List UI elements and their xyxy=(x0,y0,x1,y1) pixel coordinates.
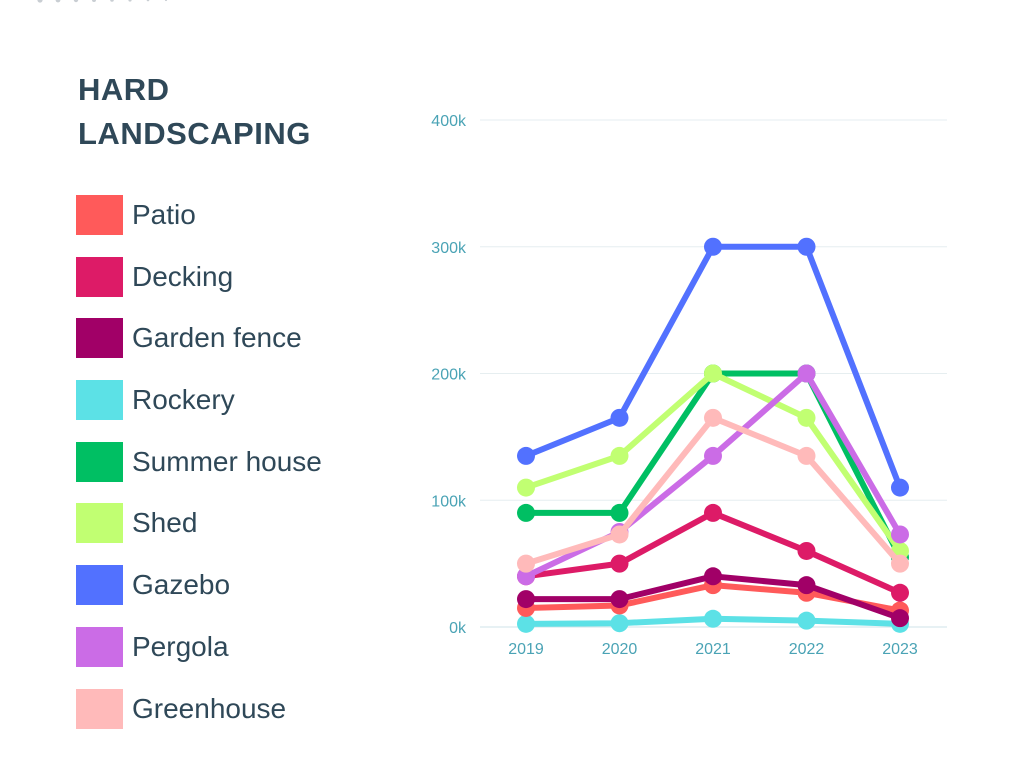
legend-swatch xyxy=(76,503,123,544)
data-point xyxy=(891,525,909,544)
legend-item: Decking xyxy=(76,256,322,297)
legend-label: Garden fence xyxy=(132,322,302,354)
decorative-dots-bottom xyxy=(0,650,80,768)
series-line xyxy=(523,370,903,561)
data-point xyxy=(891,478,909,497)
legend-swatch xyxy=(76,688,123,729)
y-tick-label: 100k xyxy=(431,493,467,510)
legend-swatch xyxy=(76,441,123,482)
legend-item: Summer house xyxy=(76,441,322,482)
legend-label: Greenhouse xyxy=(132,692,287,724)
decorative-dot xyxy=(37,0,43,3)
legend-label: Pergola xyxy=(132,630,229,662)
data-point xyxy=(610,525,629,544)
y-tick-label: 300k xyxy=(431,240,467,257)
legend-item: Patio xyxy=(76,195,322,235)
legend-item: Shed xyxy=(76,503,322,544)
data-point xyxy=(517,446,535,465)
legend-swatch xyxy=(76,256,123,297)
legend-label: Summer house xyxy=(132,445,322,477)
data-point xyxy=(610,408,629,427)
x-tick-label: 2021 xyxy=(695,641,731,658)
data-point xyxy=(797,446,816,465)
decorative-dot xyxy=(110,0,114,2)
legend-swatch xyxy=(76,380,123,421)
line-chart: 0k 100k 200k 300k 400k 2019 2020 2021 2022 2023 xyxy=(431,113,947,658)
data-point xyxy=(704,446,722,465)
y-tick-label: 0k xyxy=(449,620,467,637)
legend-label: Decking xyxy=(132,260,234,292)
data-point xyxy=(704,609,722,628)
data-point xyxy=(517,614,535,633)
data-point xyxy=(797,364,816,383)
data-point xyxy=(797,541,816,560)
data-point xyxy=(797,611,816,630)
decorative-dot xyxy=(55,0,61,3)
data-point xyxy=(704,567,722,586)
y-tick-label: 400k xyxy=(431,113,467,130)
data-point xyxy=(517,503,535,522)
legend-item: Pergola xyxy=(76,626,322,667)
x-tick-label: 2019 xyxy=(508,641,544,658)
legend-swatch xyxy=(76,626,123,667)
data-point xyxy=(610,446,629,465)
legend-label: Rockery xyxy=(132,384,235,416)
decorative-dot xyxy=(92,0,96,2)
data-point xyxy=(517,554,535,573)
data-point xyxy=(704,408,722,427)
x-tick-label: 2023 xyxy=(882,641,918,658)
y-tick-label: 200k xyxy=(431,367,467,384)
legend-swatch xyxy=(76,565,123,606)
data-point xyxy=(891,554,909,573)
data-point xyxy=(797,576,816,595)
legend-item: Garden fence xyxy=(76,318,322,359)
decorative-dot xyxy=(146,0,150,2)
data-point xyxy=(704,364,722,383)
data-point xyxy=(797,237,816,256)
chart-title: HARD LANDSCAPING xyxy=(78,72,311,151)
legend-label: Gazebo xyxy=(132,569,231,601)
data-point xyxy=(610,503,629,522)
data-point xyxy=(610,590,629,609)
data-point xyxy=(704,503,722,522)
data-point xyxy=(891,583,909,602)
data-point xyxy=(610,614,629,633)
data-point xyxy=(797,408,816,427)
legend-label: Shed xyxy=(132,507,198,539)
data-point xyxy=(891,609,909,628)
x-tick-label: 2020 xyxy=(602,641,638,658)
legend-label: Patio xyxy=(132,199,196,230)
legend-item: Greenhouse xyxy=(76,688,322,729)
legend: Patio Decking Garden fence Rockery Summer ho… xyxy=(76,195,322,750)
legend-swatch xyxy=(76,318,123,359)
data-point xyxy=(517,478,535,497)
legend-item: Gazebo xyxy=(76,565,322,606)
data-point xyxy=(517,590,535,609)
decorative-dot xyxy=(73,0,79,3)
decorative-dot xyxy=(164,0,168,2)
decorative-dot xyxy=(128,0,132,2)
legend-swatch xyxy=(76,195,123,235)
data-point xyxy=(610,554,629,573)
data-point xyxy=(704,237,722,256)
x-tick-label: 2022 xyxy=(789,641,825,658)
data-point xyxy=(517,567,535,586)
legend-item: Rockery xyxy=(76,380,322,421)
